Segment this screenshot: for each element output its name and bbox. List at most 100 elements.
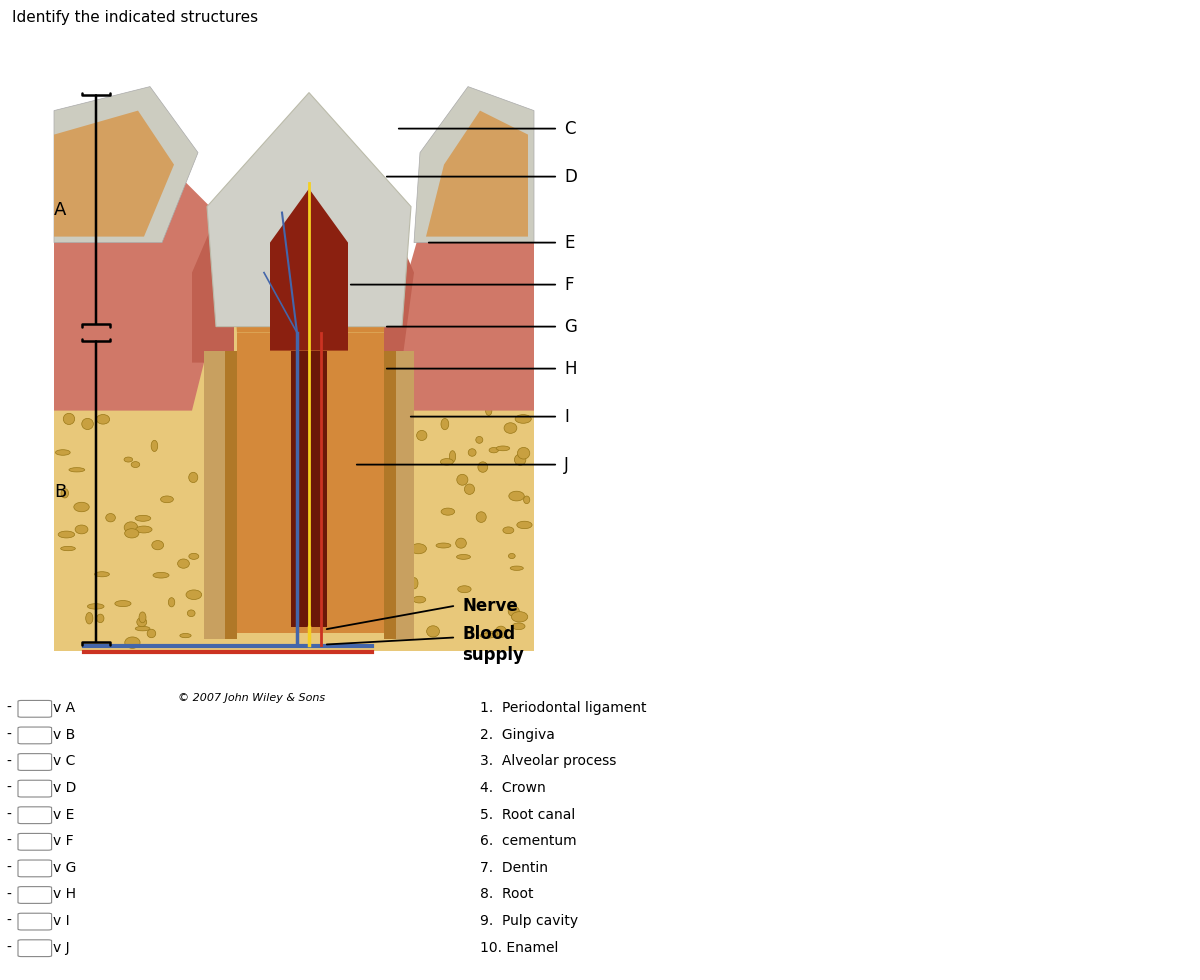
Ellipse shape — [175, 347, 184, 356]
Text: A: A — [54, 201, 66, 219]
Ellipse shape — [82, 418, 94, 429]
Ellipse shape — [116, 368, 125, 376]
Ellipse shape — [478, 462, 487, 472]
Ellipse shape — [416, 430, 427, 440]
FancyBboxPatch shape — [18, 701, 52, 717]
Polygon shape — [54, 111, 174, 236]
FancyBboxPatch shape — [18, 780, 52, 797]
Ellipse shape — [78, 318, 92, 328]
Ellipse shape — [188, 472, 198, 482]
Ellipse shape — [187, 610, 196, 616]
Ellipse shape — [151, 440, 157, 452]
Text: v E: v E — [53, 808, 74, 821]
Ellipse shape — [410, 577, 418, 589]
Ellipse shape — [64, 414, 74, 424]
Polygon shape — [54, 86, 198, 243]
Ellipse shape — [442, 508, 455, 515]
Ellipse shape — [96, 390, 108, 395]
Ellipse shape — [125, 528, 139, 538]
Polygon shape — [192, 230, 234, 363]
Ellipse shape — [508, 607, 520, 616]
Ellipse shape — [124, 522, 138, 533]
Text: -: - — [6, 755, 11, 768]
Ellipse shape — [107, 313, 116, 323]
Ellipse shape — [504, 422, 517, 433]
Ellipse shape — [499, 378, 506, 388]
Ellipse shape — [467, 300, 475, 308]
FancyBboxPatch shape — [18, 807, 52, 823]
Ellipse shape — [61, 547, 76, 551]
Text: -: - — [6, 834, 11, 849]
Text: -: - — [6, 702, 11, 715]
Polygon shape — [54, 171, 234, 411]
Ellipse shape — [503, 527, 514, 534]
Ellipse shape — [496, 446, 510, 451]
Ellipse shape — [457, 474, 468, 485]
Text: F: F — [564, 275, 574, 294]
Text: -: - — [6, 941, 11, 955]
Ellipse shape — [116, 351, 122, 362]
Text: 5.  Root canal: 5. Root canal — [480, 808, 575, 821]
Ellipse shape — [85, 612, 92, 624]
Ellipse shape — [425, 323, 432, 335]
Text: 2.  Gingiva: 2. Gingiva — [480, 728, 554, 742]
Text: -: - — [6, 860, 11, 875]
Ellipse shape — [58, 531, 74, 538]
Text: v B: v B — [53, 728, 76, 742]
Polygon shape — [292, 351, 326, 626]
Ellipse shape — [406, 412, 412, 417]
Text: C: C — [564, 120, 576, 137]
Ellipse shape — [413, 596, 426, 603]
Polygon shape — [208, 92, 410, 326]
Polygon shape — [396, 171, 534, 411]
Polygon shape — [54, 272, 534, 651]
Text: -: - — [6, 914, 11, 928]
Text: v A: v A — [53, 702, 74, 715]
Ellipse shape — [124, 457, 133, 462]
Ellipse shape — [410, 544, 426, 554]
Text: 4.  Crown: 4. Crown — [480, 781, 546, 795]
Ellipse shape — [456, 555, 470, 560]
Ellipse shape — [427, 626, 439, 637]
Text: 7.  Dentin: 7. Dentin — [480, 860, 548, 875]
Ellipse shape — [115, 601, 131, 607]
Text: Identify the indicated structures: Identify the indicated structures — [12, 10, 258, 24]
Ellipse shape — [178, 559, 190, 568]
Ellipse shape — [180, 633, 191, 638]
Ellipse shape — [512, 623, 526, 629]
FancyBboxPatch shape — [18, 887, 52, 904]
Text: v I: v I — [53, 914, 70, 928]
Ellipse shape — [131, 462, 139, 467]
Ellipse shape — [430, 295, 440, 303]
Ellipse shape — [490, 448, 498, 453]
Ellipse shape — [106, 514, 115, 522]
Polygon shape — [414, 86, 534, 243]
Text: G: G — [564, 318, 577, 335]
FancyBboxPatch shape — [18, 727, 52, 744]
Ellipse shape — [515, 454, 526, 465]
Text: E: E — [564, 233, 575, 252]
Ellipse shape — [68, 467, 85, 472]
Ellipse shape — [88, 604, 104, 610]
Ellipse shape — [427, 358, 434, 368]
Polygon shape — [270, 188, 348, 351]
Text: B: B — [54, 482, 66, 501]
Text: v J: v J — [53, 941, 70, 955]
Ellipse shape — [74, 503, 89, 512]
Text: v H: v H — [53, 888, 76, 902]
Text: v G: v G — [53, 860, 76, 875]
Ellipse shape — [523, 496, 529, 504]
Text: v D: v D — [53, 781, 76, 795]
Text: v F: v F — [53, 834, 73, 849]
Text: -: - — [6, 888, 11, 902]
Ellipse shape — [496, 626, 506, 638]
Ellipse shape — [503, 383, 515, 392]
Polygon shape — [384, 351, 396, 639]
Ellipse shape — [67, 372, 79, 378]
Polygon shape — [226, 351, 238, 639]
Text: I: I — [564, 408, 569, 425]
Polygon shape — [384, 230, 414, 363]
Text: -: - — [6, 728, 11, 742]
Ellipse shape — [517, 521, 532, 528]
FancyBboxPatch shape — [18, 860, 52, 877]
